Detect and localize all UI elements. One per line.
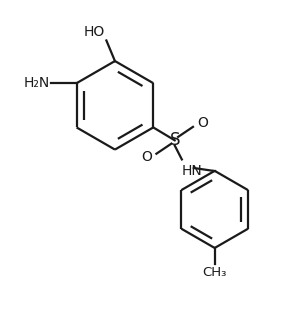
Text: CH₃: CH₃	[203, 266, 227, 279]
Text: HO: HO	[84, 25, 105, 39]
Text: O: O	[197, 117, 208, 130]
Text: O: O	[141, 150, 152, 164]
Text: HN: HN	[182, 164, 203, 178]
Text: S: S	[169, 131, 180, 149]
Text: H₂N: H₂N	[23, 76, 49, 90]
